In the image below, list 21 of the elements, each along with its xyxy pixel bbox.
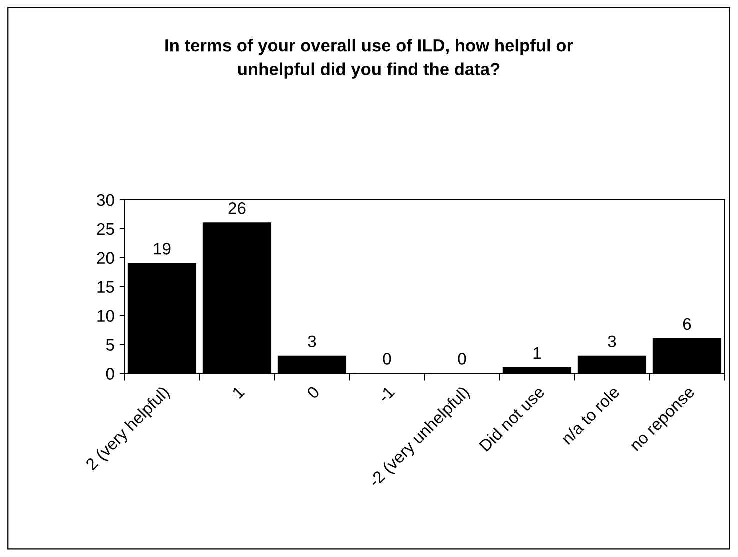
x-tick-label: 1 bbox=[232, 386, 246, 400]
y-tick-label: 0 bbox=[106, 368, 114, 380]
data-label: 3 bbox=[308, 336, 316, 348]
x-tick-label: -1 bbox=[378, 386, 396, 404]
data-label: 0 bbox=[458, 353, 466, 365]
data-label: 1 bbox=[534, 347, 542, 359]
y-tick-label: 30 bbox=[97, 194, 114, 206]
data-label: 6 bbox=[683, 318, 692, 330]
chart-title: In terms of your overall use of ILD, how helpful or unhelpful did you find the data? bbox=[166, 38, 574, 79]
data-label: 0 bbox=[383, 353, 392, 365]
x-tick-label: n/a to role bbox=[560, 385, 620, 446]
y-tick-label: 20 bbox=[97, 252, 114, 264]
data-label: 26 bbox=[228, 202, 246, 214]
x-tick-label: 0 bbox=[306, 386, 320, 400]
y-tick-label: 5 bbox=[106, 339, 114, 351]
data-label: 3 bbox=[608, 336, 616, 348]
x-tick-label: Did not use bbox=[478, 385, 546, 452]
y-tick-label: 15 bbox=[98, 281, 114, 294]
y-tick-label: 25 bbox=[97, 223, 114, 236]
y-tick-label: 10 bbox=[98, 310, 114, 322]
data-label: 19 bbox=[154, 243, 171, 255]
